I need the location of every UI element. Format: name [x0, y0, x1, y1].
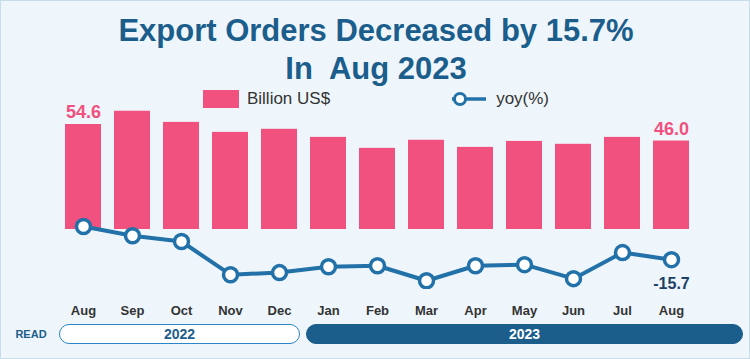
svg-text:-15.7: -15.7 — [653, 275, 690, 292]
svg-text:Sep: Sep — [121, 303, 145, 318]
html-text:In Aug 2023: In Aug 2023 — [285, 51, 467, 86]
svg-text:Feb: Feb — [366, 303, 389, 318]
html-text:READ: READ — [15, 328, 47, 340]
svg-text:Mar: Mar — [415, 303, 438, 318]
html-text:2023: 2023 — [508, 326, 541, 342]
svg-text:Apr: Apr — [464, 303, 486, 318]
svg-text:May: May — [512, 303, 538, 318]
svg-text:46.0: 46.0 — [654, 119, 689, 139]
svg-text:Dec: Dec — [268, 303, 292, 318]
svg-text:Aug: Aug — [71, 303, 96, 318]
svg-text:Aug: Aug — [659, 303, 684, 318]
html-text:yoy(%): yoy(%) — [496, 89, 549, 108]
svg-text:54.6: 54.6 — [66, 102, 101, 122]
html-text:Export Orders Decreased by 15.: Export Orders Decreased by 15.7% — [118, 13, 634, 48]
html-text:Billion US$: Billion US$ — [247, 89, 331, 108]
svg-text:Nov: Nov — [218, 303, 243, 318]
svg-text:Jan: Jan — [317, 303, 339, 318]
svg-text:Jul: Jul — [613, 303, 632, 318]
svg-text:Jun: Jun — [562, 303, 585, 318]
svg-text:Oct: Oct — [171, 303, 193, 318]
html-text:2022: 2022 — [164, 326, 196, 342]
